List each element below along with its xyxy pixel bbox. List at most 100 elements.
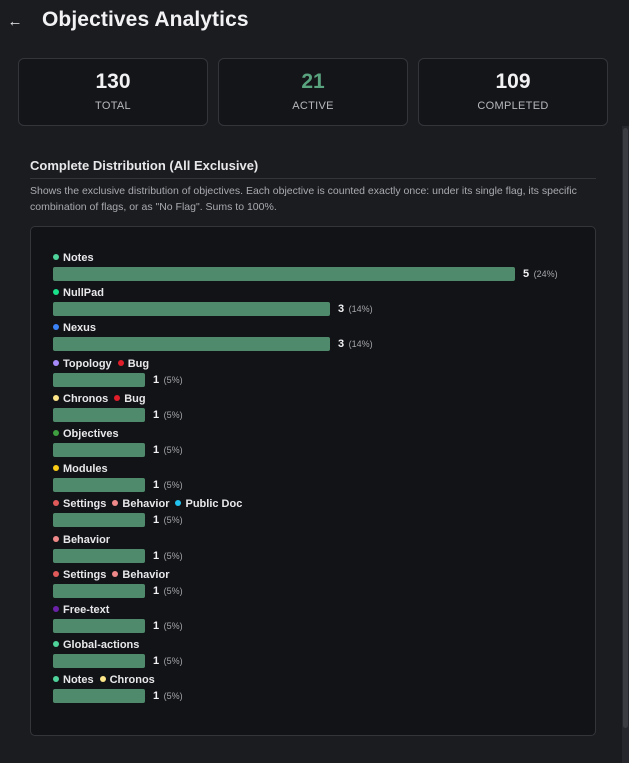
flag-tag: Global-actions xyxy=(53,639,139,651)
bar-value-label: 1 (5%) xyxy=(153,620,183,632)
bar[interactable] xyxy=(53,513,145,528)
page-title: Objectives Analytics xyxy=(42,8,249,31)
flag-label: Objectives xyxy=(63,428,119,440)
bar-row: Notes 5 (24%) xyxy=(53,252,583,287)
flag-tag: Settings xyxy=(53,498,106,510)
flag-tags: Free-text xyxy=(53,604,115,618)
bar-percent-label: (24%) xyxy=(531,269,558,279)
flag-tag: Chronos xyxy=(99,674,155,687)
bar-value-label: 1 (5%) xyxy=(153,479,183,492)
bar-value-label: 5 (24%) xyxy=(523,268,558,280)
bar-value-label: 1 (5%) xyxy=(153,514,183,527)
flag-label: Behavior xyxy=(122,568,170,581)
bar-percent-label: (5%) xyxy=(161,409,183,420)
bar[interactable] xyxy=(53,654,145,669)
bar-row: Global-actions 1 (5%) xyxy=(53,639,583,674)
flag-tags: Notes xyxy=(53,252,100,266)
flag-tag: Bug xyxy=(117,357,150,370)
bar-row: Modules 1 (5%) xyxy=(53,463,583,498)
flag-tags: Nexus xyxy=(53,322,102,336)
flag-tag: Objectives xyxy=(53,428,119,440)
bar[interactable] xyxy=(53,337,330,352)
flag-label: Free-text xyxy=(63,604,110,616)
bar-percent-label: (5%) xyxy=(161,621,183,631)
flag-tag: Chronos xyxy=(53,393,108,405)
flag-label: Notes xyxy=(63,674,94,687)
bar-percent-label: (5%) xyxy=(161,480,183,491)
bar[interactable] xyxy=(53,583,145,598)
flag-label: Behavior xyxy=(122,498,170,511)
flag-tags: Global-actions xyxy=(53,639,145,653)
bar-row: Objectives 1 (5%) xyxy=(53,428,583,463)
bar[interactable] xyxy=(53,689,145,704)
bar-value-label: 1 (5%) xyxy=(153,690,183,703)
flag-dot-icon xyxy=(53,359,59,366)
flag-tags: Objectives xyxy=(53,428,125,442)
bar-row: Notes Chronos 1 (5%) xyxy=(53,674,583,709)
bar-percent-label: (14%) xyxy=(346,339,373,350)
flag-tags: Settings Behavior Public Doc xyxy=(53,498,248,512)
bar[interactable] xyxy=(53,443,145,457)
stat-total-label: TOTAL xyxy=(95,100,131,112)
stat-active-label: ACTIVE xyxy=(292,100,334,112)
bar-row: Behavior 1 (5%) xyxy=(53,534,583,569)
flag-tag: Public Doc xyxy=(175,498,242,510)
stat-card-completed: 109 COMPLETED xyxy=(418,58,608,126)
bar-value-label: 3 (14%) xyxy=(338,303,373,316)
flag-tags: Notes Chronos xyxy=(53,674,161,688)
bar-row: Settings Behavior Public Doc 1 (5%) xyxy=(53,498,583,533)
stat-card-total: 130 TOTAL xyxy=(18,58,208,126)
back-arrow-icon[interactable]: ← xyxy=(7,13,23,30)
bar-percent-label: (5%) xyxy=(161,515,183,526)
section-description: Shows the exclusive distribution of obje… xyxy=(30,185,577,213)
scrollbar-thumb[interactable] xyxy=(623,128,628,728)
stat-completed-value: 109 xyxy=(495,70,531,93)
bar-value-label: 3 (14%) xyxy=(338,338,373,351)
flag-tag: Behavior xyxy=(112,498,169,510)
flag-tags: Topology Bug xyxy=(53,358,155,372)
flag-dot-icon xyxy=(112,500,119,507)
bar-percent-label: (5%) xyxy=(161,691,183,702)
flag-label: Chronos xyxy=(109,674,155,687)
bar[interactable] xyxy=(53,407,145,422)
flag-dot-icon xyxy=(53,394,59,401)
flag-label: Notes xyxy=(63,252,94,264)
flag-tags: NullPad xyxy=(53,287,110,301)
flag-tag: Free-text xyxy=(53,604,109,616)
bar[interactable] xyxy=(53,548,145,563)
bar-row: Free-text 1 (5%) xyxy=(53,604,583,639)
bar[interactable] xyxy=(53,478,145,493)
bar-row: NullPad 3 (14%) xyxy=(53,287,583,322)
flag-dot-icon xyxy=(99,676,106,683)
bar[interactable] xyxy=(53,372,145,387)
flag-dot-icon xyxy=(53,676,59,683)
flag-label: Chronos xyxy=(63,392,109,405)
flag-dot-icon xyxy=(53,254,59,260)
flag-label: Global-actions xyxy=(63,639,140,652)
bar[interactable] xyxy=(53,302,330,317)
flag-tag: Modules xyxy=(53,463,108,475)
bar[interactable] xyxy=(53,619,145,633)
section-divider xyxy=(30,178,596,179)
flag-label: Nexus xyxy=(63,322,97,335)
flag-tag: Settings xyxy=(53,569,106,581)
flag-dot-icon xyxy=(53,606,59,612)
bar-row: Topology Bug 1 (5%) xyxy=(53,358,583,393)
bar-value-label: 1 (5%) xyxy=(153,655,183,668)
bar-value-label: 1 (5%) xyxy=(153,549,183,562)
flag-tag: NullPad xyxy=(53,287,104,299)
bar-percent-label: (5%) xyxy=(161,550,183,561)
bar-percent-label: (5%) xyxy=(161,374,183,385)
bar-percent-label: (14%) xyxy=(346,304,373,315)
flag-dot-icon xyxy=(53,570,59,577)
page-header: ← Objectives Analytics xyxy=(0,0,629,46)
flag-label: Bug xyxy=(127,357,150,370)
bar-percent-label: (5%) xyxy=(161,585,183,596)
flag-dot-icon xyxy=(114,394,121,401)
flag-tag: Behavior xyxy=(53,534,110,546)
flag-label: Topology xyxy=(63,357,112,370)
stat-total-value: 130 xyxy=(95,70,131,93)
flag-dot-icon xyxy=(112,570,119,577)
bar[interactable] xyxy=(53,267,515,281)
flag-dot-icon xyxy=(53,465,59,472)
